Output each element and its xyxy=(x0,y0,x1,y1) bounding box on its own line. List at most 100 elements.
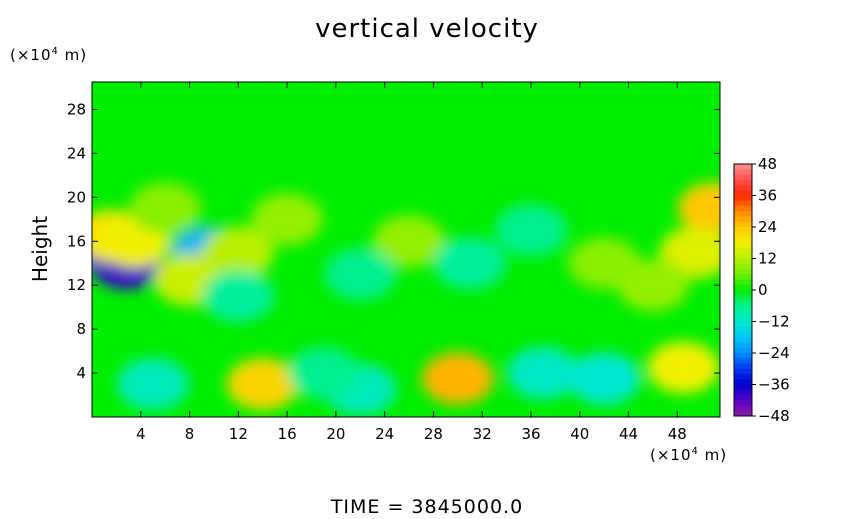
field-cell xyxy=(434,237,507,290)
colorbar-segment xyxy=(734,258,752,265)
colorbar-segment xyxy=(734,368,752,375)
x-tick-label: 32 xyxy=(473,425,492,443)
colorbar-segment xyxy=(734,242,752,249)
colorbar-segment xyxy=(734,347,752,354)
chart-title: vertical velocity xyxy=(315,14,539,44)
field-cell xyxy=(251,193,324,246)
colorbar-segment xyxy=(734,332,752,338)
y-tick-label: 4 xyxy=(76,364,86,382)
colorbar-tick-label: −24 xyxy=(758,344,790,362)
colorbar-segment xyxy=(734,358,752,364)
colorbar-segment xyxy=(734,389,752,396)
colorbar-segment xyxy=(734,227,752,233)
colorbar-segment xyxy=(734,232,752,238)
colorbar-segment xyxy=(734,206,752,212)
colorbar-segment xyxy=(734,395,752,401)
colorbar-segment xyxy=(734,379,752,385)
colorbar-tick-label: −12 xyxy=(758,313,790,331)
x-unit-label: (×104 m) xyxy=(650,446,728,464)
colorbar-segment xyxy=(734,311,752,317)
colorbar-tick-label: 48 xyxy=(758,155,777,173)
colorbar-segment xyxy=(734,374,752,380)
field-cell xyxy=(129,182,202,235)
colorbar-segment xyxy=(734,410,752,417)
field-cell xyxy=(373,215,446,268)
colorbar-segment xyxy=(734,342,752,349)
colorbar-segment xyxy=(734,248,752,254)
colorbar-tick-label: 24 xyxy=(758,218,777,236)
y-tick-label: 28 xyxy=(67,100,86,118)
colorbar-segment xyxy=(734,353,752,359)
colorbar-segment xyxy=(734,400,752,406)
colorbar-segment xyxy=(734,274,752,280)
y-tick-label: 24 xyxy=(67,144,86,162)
velocity-field xyxy=(92,182,720,416)
y-tick-label: 16 xyxy=(67,232,86,250)
x-tick-label: 8 xyxy=(185,425,195,443)
field-cell xyxy=(324,248,397,301)
colorbar-segment xyxy=(734,169,752,175)
colorbar-segment xyxy=(734,305,752,312)
colorbar-segment xyxy=(734,195,752,202)
field-cell xyxy=(616,259,689,312)
colorbar-segment xyxy=(734,211,752,217)
x-tick-label: 16 xyxy=(278,425,297,443)
colorbar-tick-label: 12 xyxy=(758,250,777,268)
field-cell xyxy=(202,226,275,279)
colorbar-segment xyxy=(734,279,752,286)
x-tick-label: 48 xyxy=(668,425,687,443)
plot-area xyxy=(92,82,720,417)
colorbar-segment xyxy=(734,284,752,291)
colorbar-segment xyxy=(734,363,752,370)
colorbar: 48 36 24 12 0 −12 −24 −36 −48 xyxy=(733,155,790,425)
time-label: TIME = 3845000.0 xyxy=(330,496,524,518)
colorbar-tick-label: 36 xyxy=(758,187,777,205)
colorbar-segment xyxy=(734,174,752,181)
x-tick-label: 20 xyxy=(326,425,345,443)
x-tick-label: 4 xyxy=(136,425,146,443)
colorbar-segment xyxy=(734,190,752,196)
colorbar-segment xyxy=(734,269,752,275)
colorbar-segment xyxy=(734,216,752,223)
y-unit-label: (×104 m) xyxy=(10,46,88,64)
colorbar-segment xyxy=(734,337,752,343)
colorbar-tick-label: −48 xyxy=(758,407,790,425)
x-tick-label: 40 xyxy=(570,425,589,443)
colorbar-segment xyxy=(734,300,752,307)
field-cell xyxy=(677,182,720,235)
colorbar-segment xyxy=(734,237,752,244)
field-cell xyxy=(647,341,720,394)
colorbar-segment xyxy=(734,405,752,412)
field-cell xyxy=(226,358,299,411)
y-tick-label: 8 xyxy=(76,320,86,338)
colorbar-segment xyxy=(734,290,752,296)
colorbar-segment xyxy=(734,200,752,207)
colorbar-segment xyxy=(734,321,752,328)
colorbar-segment xyxy=(734,295,752,301)
colorbar-segment xyxy=(734,185,752,191)
x-tick-label: 12 xyxy=(229,425,248,443)
x-tick-label: 28 xyxy=(424,425,443,443)
colorbar-segment xyxy=(734,384,752,391)
y-tick-label: 12 xyxy=(67,276,86,294)
field-cell xyxy=(494,204,567,257)
x-tick-label: 24 xyxy=(375,425,394,443)
field-cell xyxy=(421,352,494,405)
plot-frame xyxy=(91,81,721,418)
colorbar-segment xyxy=(734,221,752,228)
colorbar-tick-label: −36 xyxy=(758,376,790,394)
colorbar-tick-label: 0 xyxy=(758,281,768,299)
colorbar-segment xyxy=(734,164,752,170)
colorbar-segment xyxy=(734,316,752,322)
field-cell xyxy=(287,347,360,400)
x-tick-label: 36 xyxy=(521,425,540,443)
colorbar-segment xyxy=(734,326,752,333)
field-cell xyxy=(507,347,580,400)
y-tick-label: 20 xyxy=(67,188,86,206)
field-cell xyxy=(116,358,189,411)
field-cell xyxy=(202,270,275,323)
field-cell xyxy=(568,352,641,405)
x-tick-label: 44 xyxy=(619,425,638,443)
